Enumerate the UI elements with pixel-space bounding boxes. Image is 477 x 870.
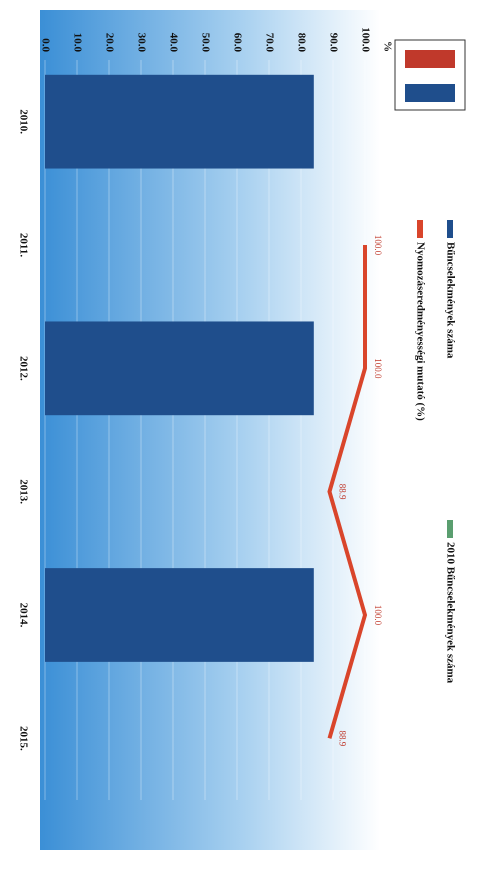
- y-tick-label: 30.0: [135, 33, 147, 53]
- y-tick-label: 70.0: [263, 33, 275, 53]
- plot: 0.0 10.0 20.0 30.0 40.0 50.0 60.0 70.0 80.0 90.0 1…: [17, 27, 456, 800]
- data-label: 100.0: [373, 358, 383, 379]
- legend-label: 2010 Bűncselekmények száma: [444, 542, 456, 684]
- bar: [45, 321, 314, 416]
- y-tick-label: 100.0: [359, 27, 371, 52]
- line: [327, 245, 368, 739]
- x-tick-label: 2010.: [17, 109, 29, 134]
- bar: [45, 74, 314, 169]
- y-tick-label: 40.0: [167, 33, 179, 53]
- y-tick-label: 90.0: [327, 33, 339, 53]
- legend-label: Nyomozáseredményességi mutató (%): [414, 242, 426, 421]
- logo: [394, 39, 466, 111]
- x-tick-label: 2015.: [17, 726, 29, 751]
- x-tick-label: 2013.: [17, 479, 29, 504]
- legend-swatch: [447, 220, 453, 238]
- y-axis-label: %: [381, 41, 393, 52]
- y-tick-label: 80.0: [295, 33, 307, 53]
- data-label: 100.0: [373, 605, 383, 626]
- data-label: 100.0: [373, 235, 383, 256]
- bar: [45, 568, 314, 662]
- y-tick-label: 0.0: [39, 38, 51, 52]
- legend-swatch: [417, 220, 423, 238]
- y-tick-label: 60.0: [231, 33, 243, 53]
- legend-swatch: [447, 520, 453, 538]
- legend-label: Bűncselekmények száma: [444, 242, 456, 359]
- data-label: 88.9: [337, 730, 347, 746]
- x-tick-label: 2012.: [17, 356, 29, 381]
- y-tick-label: 20.0: [103, 33, 115, 53]
- x-tick-label: 2011.: [17, 233, 29, 257]
- y-tick-label: 10.0: [71, 33, 83, 53]
- data-label: 88.9: [337, 484, 347, 500]
- y-tick-label: 50.0: [199, 33, 211, 53]
- x-tick-label: 2014.: [17, 603, 29, 628]
